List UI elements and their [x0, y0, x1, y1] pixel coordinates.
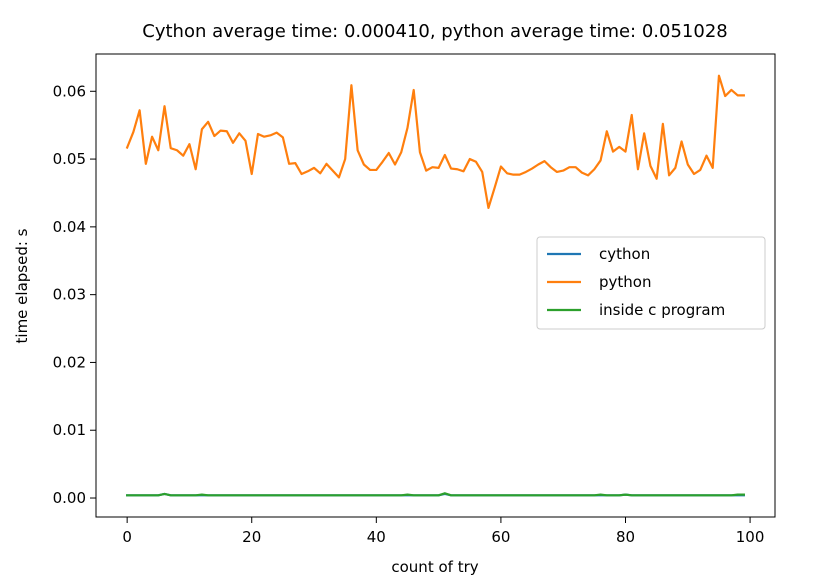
y-tick-label: 0.06: [53, 82, 86, 100]
legend-label: cython: [599, 245, 650, 263]
y-axis-label: time elapsed: s: [13, 228, 31, 343]
y-tick-label: 0.05: [53, 150, 86, 168]
x-axis-ticks: 0 20 40 60 80 100: [122, 517, 764, 546]
chart-title: Cython average time: 0.000410, python av…: [142, 21, 727, 42]
y-tick-label: 0.00: [53, 489, 86, 507]
x-tick-label: 0: [122, 528, 132, 546]
y-tick-label: 0.03: [53, 286, 86, 304]
y-tick-label: 0.02: [53, 353, 86, 371]
x-tick-label: 80: [616, 528, 635, 546]
series-lines: [125, 74, 745, 497]
legend: cython python inside c program: [536, 236, 766, 330]
series-line-python: [125, 74, 745, 209]
y-tick-label: 0.01: [53, 421, 86, 439]
legend-label: inside c program: [599, 301, 725, 319]
y-tick-label: 0.04: [53, 218, 86, 236]
plot-area: [95, 53, 776, 518]
x-tick-label: 100: [736, 528, 765, 546]
x-tick-label: 40: [367, 528, 386, 546]
legend-frame: [536, 236, 766, 330]
x-axis-label: count of try: [391, 558, 478, 576]
x-tick-label: 60: [491, 528, 510, 546]
legend-label: python: [599, 273, 651, 291]
axes-frame: [95, 53, 776, 518]
legend-items: cython python inside c program: [547, 245, 725, 319]
x-tick-label: 20: [242, 528, 261, 546]
y-axis-ticks: 0.00 0.01 0.02 0.03 0.04 0.05 0.06: [53, 82, 96, 507]
series-line-inside-c-program: [126, 492, 745, 497]
